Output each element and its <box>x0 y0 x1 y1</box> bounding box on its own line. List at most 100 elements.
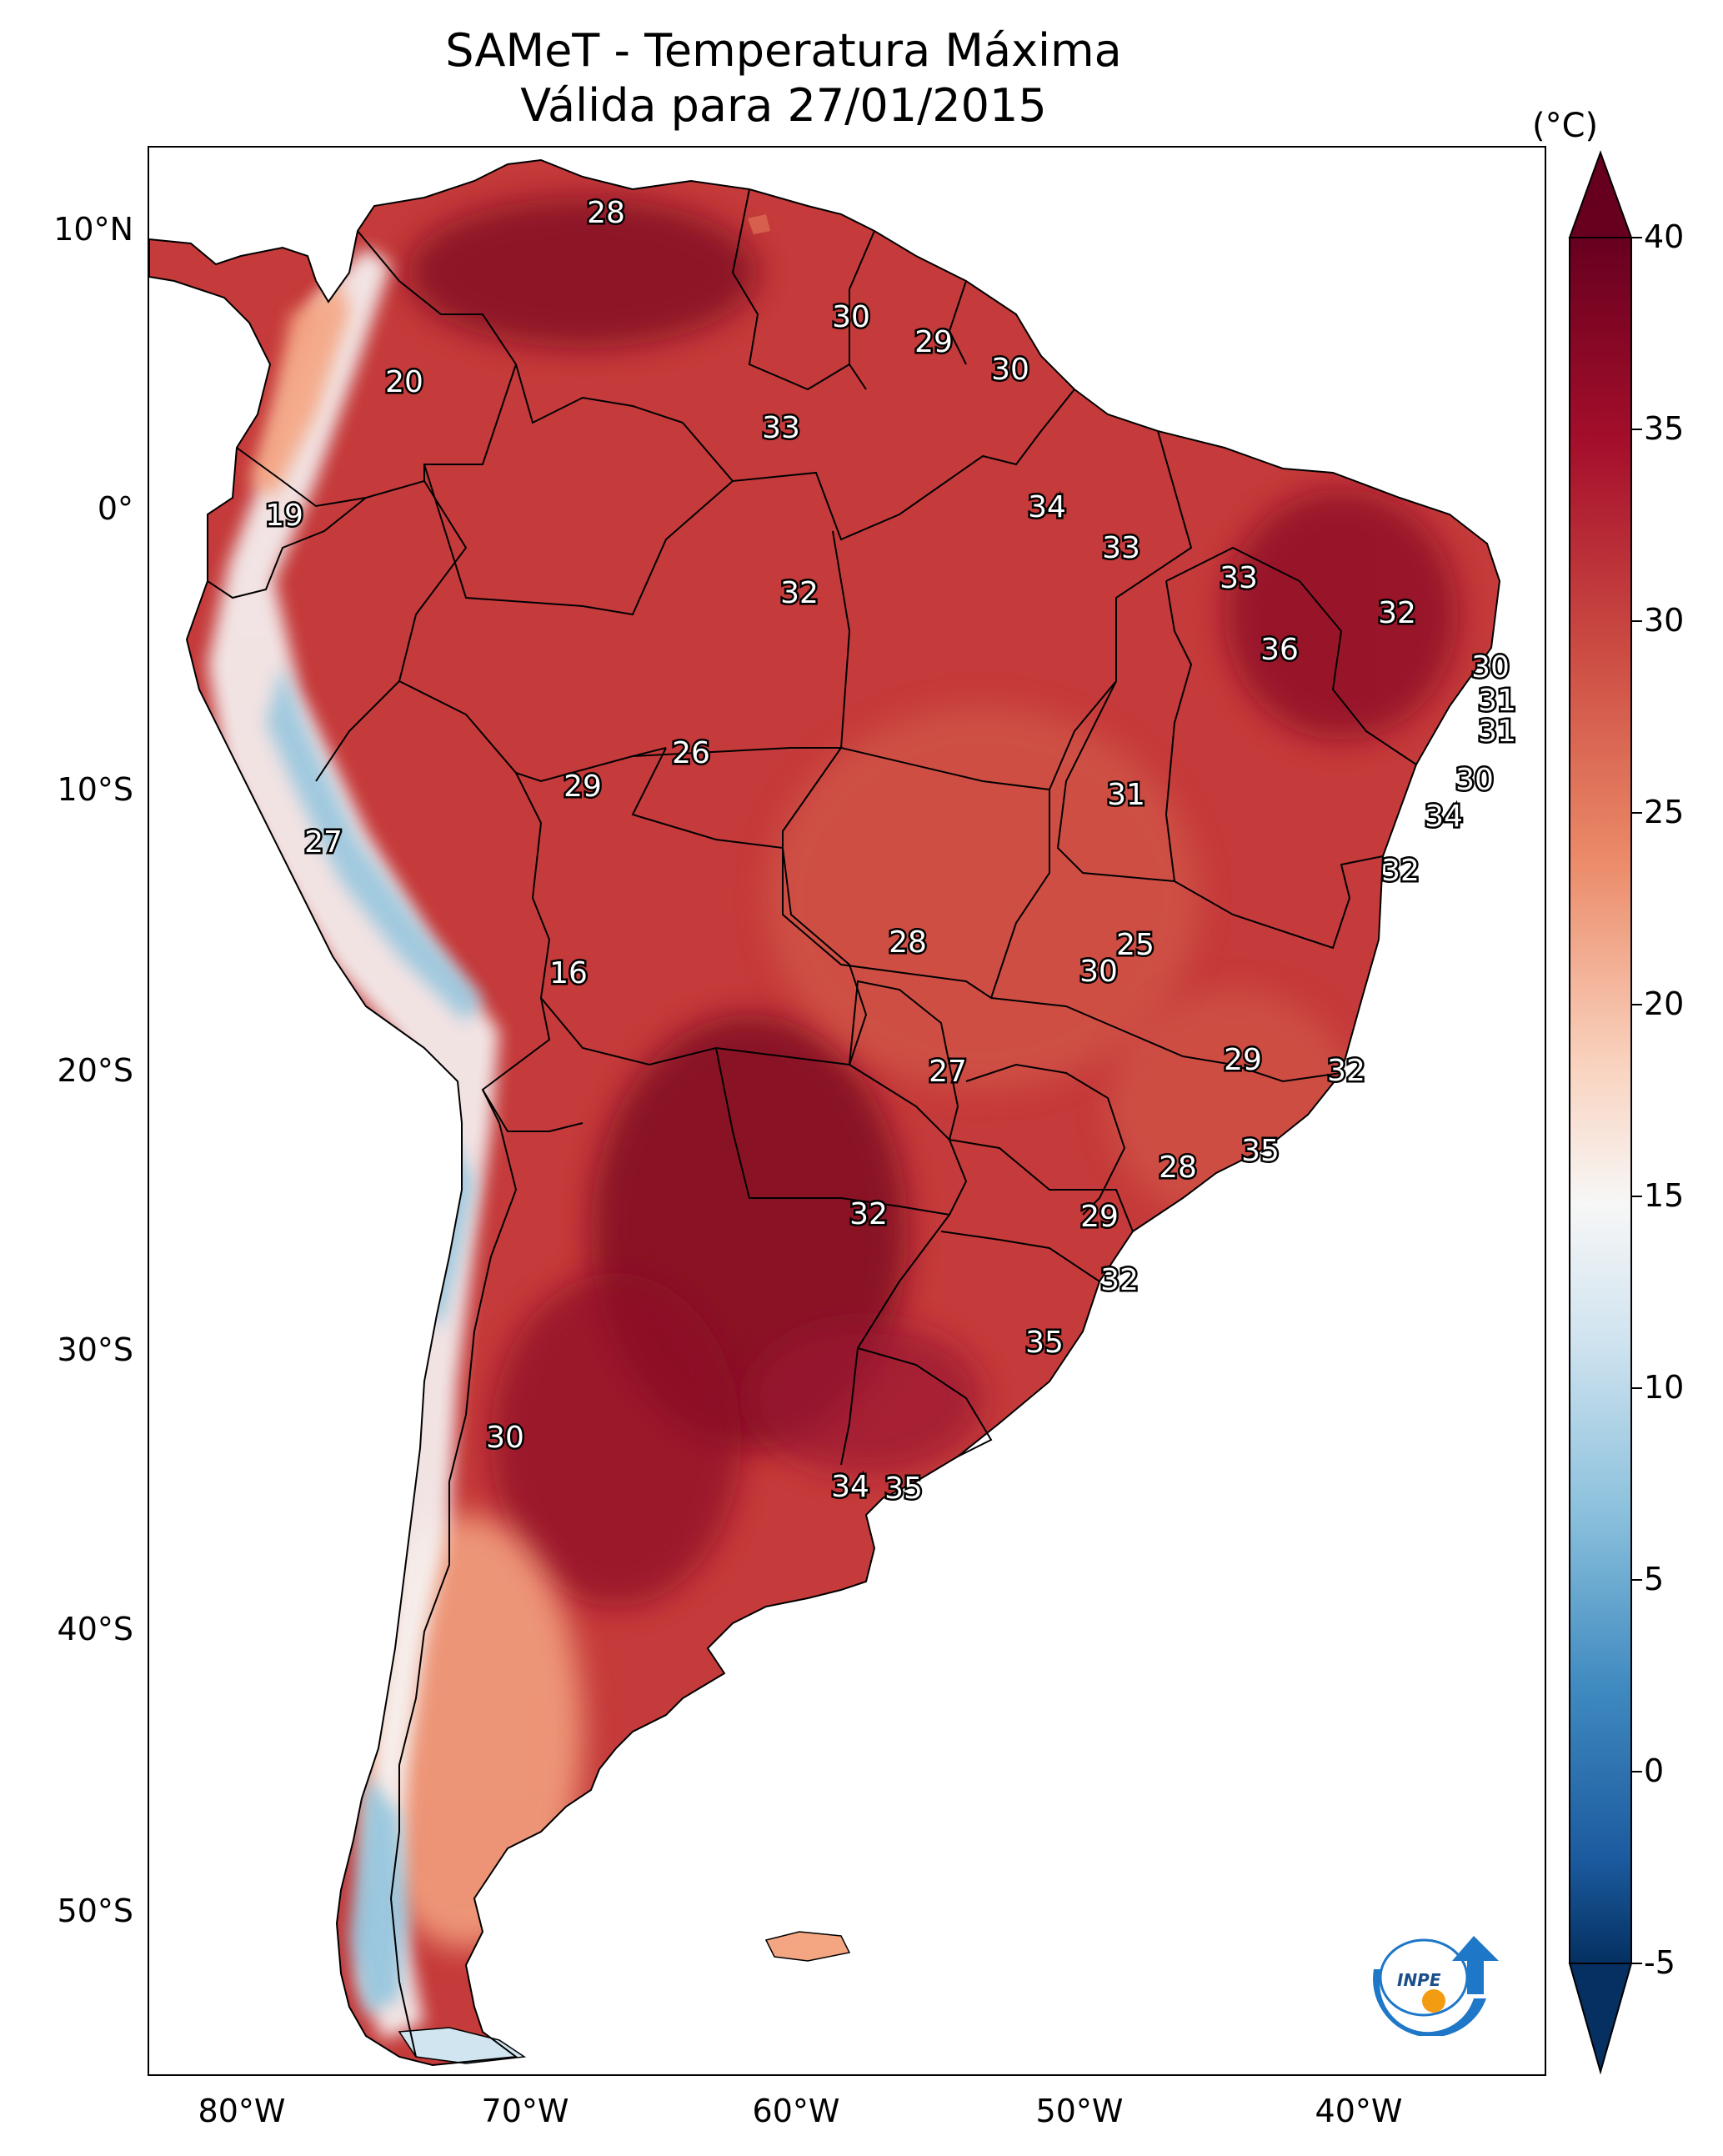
mild-zone-central-brazil <box>766 706 1200 1090</box>
contour-label: 19 <box>265 499 303 533</box>
country-borders <box>149 158 1501 2067</box>
contour-label: 31 <box>1478 684 1516 718</box>
contour-label: 33 <box>1220 561 1258 595</box>
continent-shading <box>149 160 1500 2065</box>
contour-label: 30 <box>991 353 1029 387</box>
contour-label: 34 <box>1028 490 1066 524</box>
border-peru-brazil <box>398 680 667 783</box>
border-ecuador-colombia <box>236 447 425 508</box>
colorbar-gradient <box>1569 237 1632 1964</box>
contour-label: 32 <box>1381 854 1420 888</box>
caribbean-island <box>748 214 770 234</box>
colorbar-tick-15: 15 <box>1644 1177 1685 1214</box>
contour-label: 26 <box>672 736 710 770</box>
contour-label: 34 <box>831 1470 869 1504</box>
andes-cold-patagonia <box>349 1773 408 2015</box>
contour-label: 20 <box>385 365 423 399</box>
colorbar-tick-20: 20 <box>1644 985 1685 1022</box>
contour-label: 30 <box>1455 763 1494 797</box>
hot-zone-uruguay <box>749 1323 983 1473</box>
contour-label: 36 <box>1260 633 1299 667</box>
border-brazil-minas <box>990 997 1342 1083</box>
contour-label: 32 <box>849 1197 888 1231</box>
title-line-2: Válida para 27/01/2015 <box>520 79 1047 132</box>
colorbar-tick-30: 30 <box>1644 602 1685 639</box>
border-brazil-maranhao <box>1165 546 1417 765</box>
mild-zone-southeast <box>1108 990 1358 1223</box>
colorbar <box>1568 150 1642 2075</box>
contour-label: 28 <box>587 196 625 230</box>
border-guyana-suriname <box>849 230 875 390</box>
border-paraguay <box>715 1047 968 1216</box>
map-title: SAMeT - Temperatura Máxima Válida para 2… <box>0 23 1567 133</box>
colorbar-tick-40: 40 <box>1644 218 1685 255</box>
malvinas-island <box>764 1931 851 1962</box>
contour-label: 33 <box>762 411 800 445</box>
hot-zone-northeast <box>1225 489 1458 740</box>
title-line-1: SAMeT - Temperatura Máxima <box>445 24 1122 77</box>
lat-label-40s: 40°S <box>57 1611 133 1647</box>
contour-labels: 28 30 29 30 20 33 34 19 33 32 33 32 36 3… <box>263 194 1519 1508</box>
map-svg: 28 30 29 30 20 33 34 19 33 32 33 32 36 3… <box>149 158 1519 2067</box>
contour-label: 30 <box>486 1421 524 1455</box>
lat-label-50s: 50°S <box>57 1893 133 1929</box>
colorbar-tick-minus5: -5 <box>1644 1944 1675 1981</box>
lon-label-80w: 80°W <box>198 2093 286 2129</box>
inpe-logo: INPE <box>1365 1919 1507 2038</box>
andes-very-cold-peru <box>266 664 483 1023</box>
contour-label: 27 <box>929 1055 967 1089</box>
lat-label-10s: 10°S <box>57 771 133 808</box>
contour-label: 30 <box>832 300 870 334</box>
border-uruguay-brazil <box>857 1347 993 1457</box>
colorbar-tick-25: 25 <box>1644 794 1685 830</box>
contour-label: 35 <box>1241 1134 1280 1168</box>
lat-label-30s: 30°S <box>57 1331 133 1368</box>
contour-label: 30 <box>1471 650 1510 684</box>
colorbar-tick-10: 10 <box>1644 1369 1685 1406</box>
border-bolivia-brazil <box>631 747 868 1066</box>
contour-label: 28 <box>889 925 927 960</box>
colorbar-tick-5: 5 <box>1644 1561 1665 1597</box>
colorbar-tick-marks <box>1631 237 1642 1964</box>
contour-label: 32 <box>1378 596 1416 630</box>
lon-label-40w: 40°W <box>1315 2093 1403 2129</box>
contour-label: 30 <box>1079 955 1118 989</box>
inpe-logo-icon: INPE <box>1373 1936 1499 2038</box>
lat-label-20s: 20°S <box>57 1052 133 1089</box>
border-brazil-amazonas <box>423 464 734 616</box>
border-suriname-guiana <box>948 280 967 365</box>
contour-label: 33 <box>1102 531 1140 565</box>
hot-zone-venezuela <box>408 198 758 348</box>
contour-label: 34 <box>1425 800 1463 834</box>
border-brazil-sc <box>940 1231 1100 1282</box>
contour-label: 29 <box>914 325 953 359</box>
colorbar-top-arrow <box>1568 150 1633 238</box>
border-brazil-sp <box>965 1063 1126 1216</box>
andes-mild-colombia <box>249 281 349 498</box>
colorbar-bottom-arrow <box>1568 1963 1633 2075</box>
lat-label-0: 0° <box>97 490 133 527</box>
contour-label: 27 <box>304 825 343 860</box>
border-bolivia-paraguay <box>540 997 784 1066</box>
contour-label: 31 <box>1107 778 1145 812</box>
contour-label: 29 <box>1080 1200 1119 1234</box>
map-panel: 28 30 29 30 20 33 34 19 33 32 33 32 36 3… <box>148 146 1546 2076</box>
logo-text: INPE <box>1397 1970 1441 1990</box>
lon-label-50w: 50°W <box>1035 2093 1124 2129</box>
border-peru-bolivia <box>481 772 551 1124</box>
contour-label: 25 <box>1116 928 1155 962</box>
lat-label-10n: 10°N <box>53 211 133 248</box>
border-brazil-matogrosso <box>632 747 1050 1000</box>
border-brazil-north <box>315 364 517 782</box>
contour-label: 32 <box>780 576 819 610</box>
border-brazil-para <box>832 430 1193 791</box>
border-venezuela-guyana <box>731 188 850 391</box>
border-argentina-chile <box>389 1122 518 2058</box>
colorbar-tick-35: 35 <box>1644 410 1685 447</box>
contour-label: 29 <box>563 770 602 804</box>
colorbar-unit: (°C) <box>1532 107 1599 145</box>
lon-label-70w: 70°W <box>481 2093 569 2129</box>
border-ecuador-peru <box>207 497 367 599</box>
hot-zone-argentina <box>491 1273 741 1607</box>
